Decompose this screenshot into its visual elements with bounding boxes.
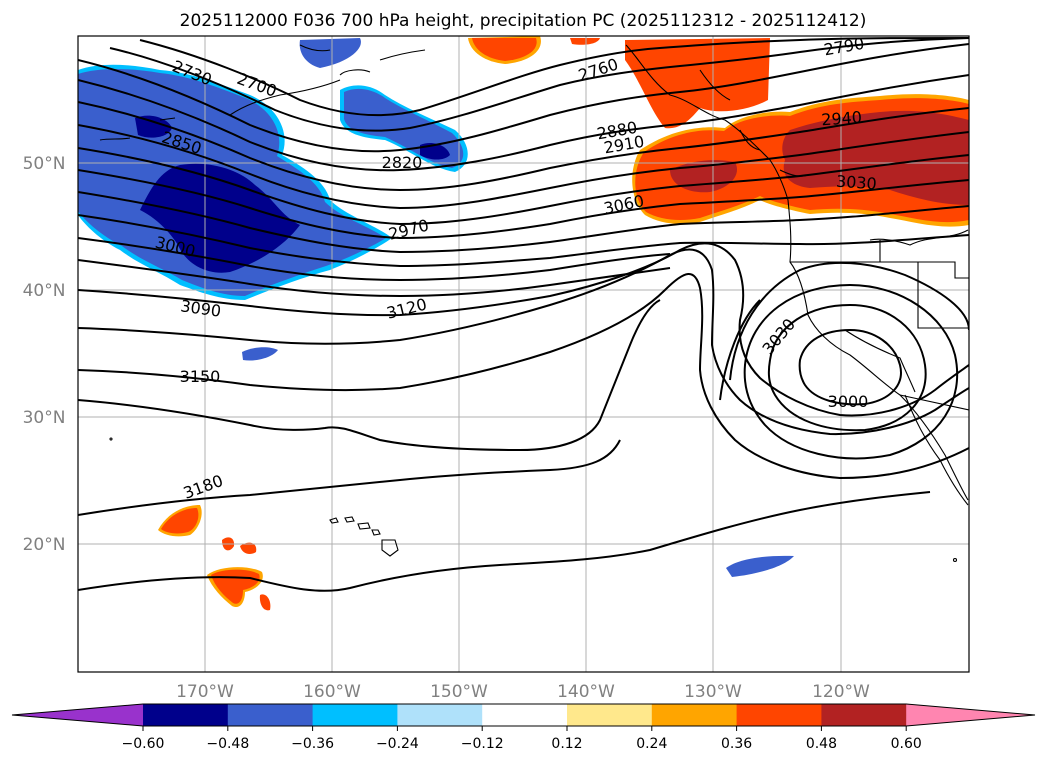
red-region-hawaii-3 bbox=[240, 542, 257, 554]
lon-label: 140°W bbox=[557, 682, 615, 702]
red-region-top-right-small bbox=[570, 38, 600, 45]
colorbar-swatch bbox=[482, 704, 568, 726]
contour-label: 3030 bbox=[835, 172, 877, 194]
lat-label: 50°N bbox=[23, 154, 66, 174]
colorbar-tick-label: 0.12 bbox=[551, 736, 582, 752]
colorbar-tick-label: −0.12 bbox=[461, 736, 504, 752]
red-region-hawaii-5 bbox=[259, 594, 271, 611]
coastlines bbox=[99, 44, 969, 563]
colorbar-extend-high bbox=[906, 704, 1035, 726]
contour-label: 3150 bbox=[180, 367, 221, 386]
colorbar-tick-label: 0.48 bbox=[806, 736, 837, 752]
colorbar-tick-label: 0.24 bbox=[636, 736, 667, 752]
lon-label: 130°W bbox=[684, 682, 742, 702]
colorbar-tick-label: −0.60 bbox=[122, 736, 165, 752]
colorbar-swatch bbox=[397, 704, 483, 726]
lon-label: 150°W bbox=[430, 682, 488, 702]
red-region-east-dark bbox=[782, 110, 969, 205]
blue-region-small-1 bbox=[242, 347, 278, 361]
height-contours bbox=[78, 37, 969, 592]
longitude-labels: 170°W 160°W 150°W 140°W 130°W 120°W bbox=[176, 682, 870, 702]
colorbar-tick-label: 0.36 bbox=[721, 736, 752, 752]
blue-region-west-dark2 bbox=[135, 115, 172, 138]
positive-anomaly-fills bbox=[158, 36, 969, 611]
colorbar-extend-low bbox=[12, 704, 143, 726]
colorbar-swatch bbox=[736, 704, 822, 726]
lat-label: 40°N bbox=[23, 281, 66, 301]
colorbar-swatch bbox=[143, 704, 229, 726]
map-border bbox=[77, 35, 970, 673]
contour-label: 2820 bbox=[382, 153, 423, 172]
colorbar-swatch bbox=[227, 704, 314, 726]
colorbar-swatch bbox=[651, 704, 738, 726]
blue-region-small-2 bbox=[726, 555, 794, 577]
red-region-top-center-in bbox=[472, 38, 537, 61]
colorbar-swatch bbox=[312, 704, 398, 726]
contour-label: 2940 bbox=[821, 108, 863, 130]
contour-label: 2790 bbox=[822, 34, 865, 60]
lat-label: 20°N bbox=[23, 535, 66, 555]
lon-label: 160°W bbox=[303, 682, 361, 702]
lat-label: 30°N bbox=[23, 408, 66, 428]
contour-label: 3000 bbox=[828, 392, 869, 411]
blue-region-west-dark bbox=[140, 163, 300, 273]
colorbar-tick-label: −0.36 bbox=[291, 736, 334, 752]
blue-region-top bbox=[299, 38, 361, 68]
colorbar: −0.60 −0.48 −0.36 −0.24 −0.12 0.12 0.24 0.36 0.4… bbox=[11, 703, 1036, 752]
latitude-labels: 50°N 40°N 30°N 20°N bbox=[23, 154, 66, 555]
colorbar-swatch bbox=[567, 704, 653, 726]
colorbar-tick-label: 0.60 bbox=[891, 736, 922, 752]
map-title: 2025112000 F036 700 hPa height, precipit… bbox=[180, 11, 867, 31]
lon-label: 120°W bbox=[812, 682, 870, 702]
lon-label: 170°W bbox=[176, 682, 234, 702]
map-content: 2730 2700 2850 2820 2760 2790 2880 2910 … bbox=[78, 34, 969, 672]
colorbar-tick-label: −0.48 bbox=[206, 736, 249, 752]
colorbar-swatch bbox=[821, 704, 907, 726]
colorbar-tick-label: −0.24 bbox=[376, 736, 419, 752]
red-region-hawaii-1-in bbox=[161, 508, 199, 534]
